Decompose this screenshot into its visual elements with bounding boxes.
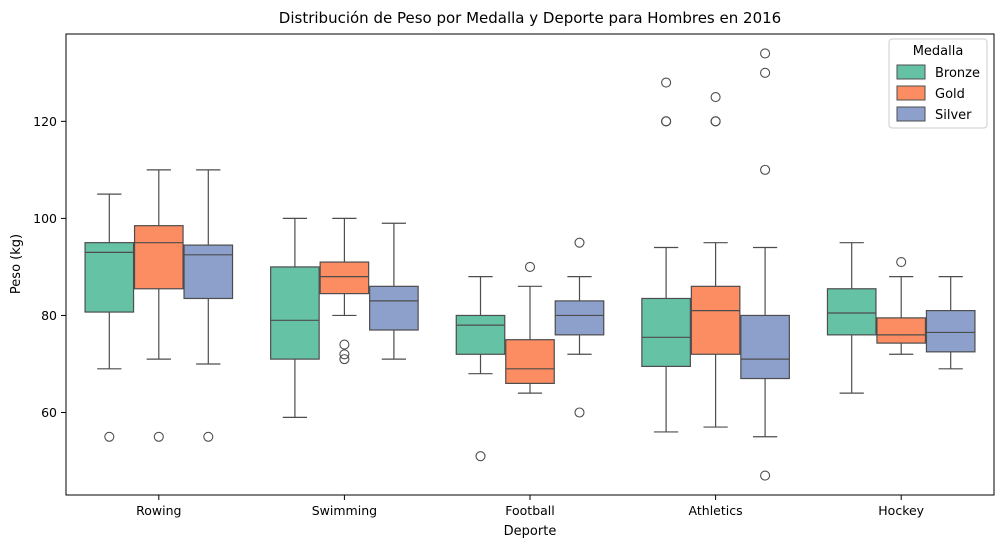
outlier-point — [760, 470, 771, 481]
outlier-point — [339, 339, 350, 350]
box-athletics-bronze — [641, 77, 691, 433]
box-athletics-gold — [690, 92, 741, 428]
box-rowing-silver — [183, 169, 234, 442]
outlier-point — [574, 237, 585, 248]
x-tick-label: Football — [505, 503, 554, 518]
outlier-point — [760, 48, 771, 59]
outlier-point — [339, 349, 350, 360]
x-tick-label: Rowing — [136, 503, 181, 518]
box-iqr — [369, 285, 419, 331]
x-tick-label: Athletics — [689, 503, 743, 518]
legend-swatch-silver — [896, 106, 926, 122]
box-iqr — [641, 297, 691, 368]
box-iqr — [455, 314, 506, 355]
box-iqr — [133, 225, 184, 290]
box-football-bronze — [455, 276, 506, 462]
box-football-silver — [554, 237, 605, 418]
box-hockey-gold — [876, 257, 927, 355]
box-hockey-silver — [925, 276, 976, 370]
outlier-point — [203, 431, 214, 442]
boxes-layer — [84, 48, 976, 481]
outlier-point — [661, 77, 672, 88]
box-iqr — [826, 288, 877, 336]
box-iqr — [876, 317, 927, 344]
y-tick-label: 80 — [41, 308, 57, 323]
box-swimming-silver — [369, 222, 419, 360]
legend-label-gold: Gold — [935, 87, 965, 102]
outlier-point — [710, 116, 721, 127]
box-iqr — [319, 261, 370, 295]
legend-frame — [888, 38, 988, 129]
outlier-point — [760, 164, 771, 175]
outlier-point — [104, 431, 115, 442]
y-tick-label: 60 — [41, 405, 57, 420]
box-iqr — [84, 242, 135, 313]
legend-items: Bronze Gold Silver — [896, 64, 980, 123]
y-axis: 60 80 100 120 — [33, 114, 66, 420]
box-hockey-bronze — [826, 242, 877, 394]
legend-swatch-bronze — [896, 64, 926, 80]
y-tick-label: 120 — [33, 114, 57, 129]
y-tick-label: 100 — [33, 211, 57, 226]
outlier-point — [475, 451, 486, 462]
x-tick-label: Hockey — [878, 503, 924, 518]
outlier-point — [896, 257, 907, 268]
chart-title: Distribución de Peso por Medalla y Depor… — [279, 9, 781, 27]
x-tick-label: Swimming — [312, 503, 377, 518]
outlier-point — [710, 92, 721, 103]
legend-label-bronze: Bronze — [935, 66, 980, 81]
legend: Medalla Bronze Gold Silver — [888, 38, 988, 129]
x-axis-label: Deporte — [504, 524, 557, 539]
legend-swatch-gold — [896, 85, 926, 101]
outlier-point — [760, 67, 771, 78]
outlier-point — [661, 116, 672, 127]
y-axis-label: Peso (kg) — [9, 234, 24, 294]
outlier-point — [524, 261, 536, 272]
legend-label-silver: Silver — [935, 108, 972, 123]
outlier-point — [339, 354, 350, 365]
box-rowing-bronze — [84, 193, 135, 442]
outlier-point — [574, 407, 585, 418]
legend-title: Medalla — [913, 44, 964, 59]
box-iqr — [270, 266, 320, 360]
x-axis: Rowing Swimming Football Athletics Hockey — [136, 495, 925, 518]
box-rowing-gold — [133, 169, 184, 442]
outlier-point — [153, 431, 164, 442]
box-football-gold — [505, 261, 555, 394]
box-iqr — [183, 244, 234, 300]
box-athletics-silver — [740, 48, 790, 481]
box-iqr — [925, 310, 976, 353]
box-swimming-bronze — [270, 217, 320, 418]
box-iqr — [740, 314, 790, 380]
box-iqr — [505, 339, 555, 384]
box-swimming-gold — [319, 217, 370, 365]
box-iqr — [554, 300, 605, 336]
box-iqr — [690, 285, 741, 355]
